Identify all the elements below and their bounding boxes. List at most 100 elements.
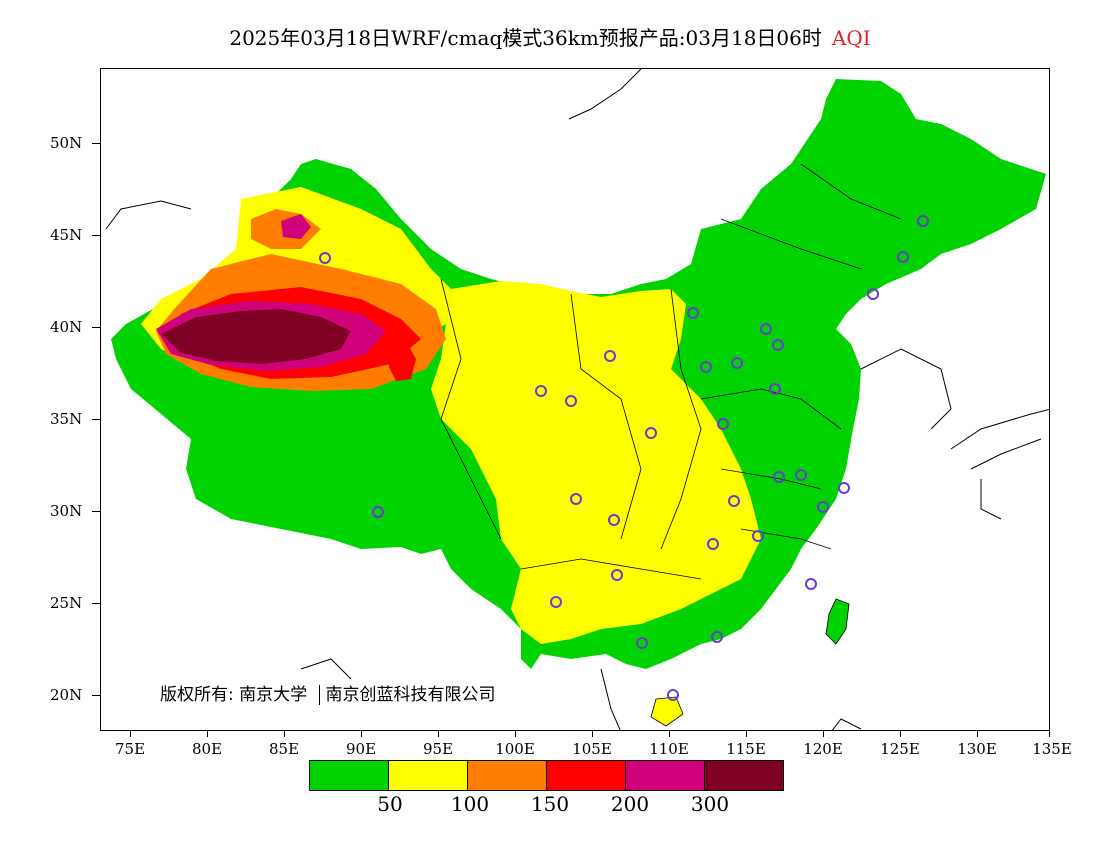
aqi-zone-hazardous — [161, 309, 351, 364]
station-marker[interactable] — [769, 383, 781, 395]
station-marker[interactable] — [773, 471, 785, 483]
title-variable: AQI — [831, 26, 871, 50]
station-marker[interactable] — [805, 578, 817, 590]
x-tick — [361, 731, 362, 737]
station-marker[interactable] — [700, 361, 712, 373]
station-marker[interactable] — [535, 385, 547, 397]
title-main: 2025年03月18日WRF/cmaq模式36km预报产品:03月18日06时 — [229, 26, 822, 50]
y-tick — [92, 235, 100, 236]
station-marker[interactable] — [667, 689, 679, 701]
station-marker[interactable] — [636, 637, 648, 649]
y-axis-label: 30N — [50, 502, 83, 520]
station-marker[interactable] — [760, 323, 772, 335]
station-marker[interactable] — [717, 418, 729, 430]
coastline-outline — [105, 69, 1049, 730]
x-tick — [515, 731, 516, 737]
station-marker[interactable] — [687, 307, 699, 319]
x-axis-label: 125E — [880, 740, 920, 758]
x-axis-label: 95E — [422, 740, 454, 758]
station-marker[interactable] — [772, 339, 784, 351]
station-marker[interactable] — [319, 252, 331, 264]
x-tick — [669, 731, 670, 737]
station-markers — [319, 215, 929, 701]
y-tick — [92, 419, 100, 420]
station-marker[interactable] — [565, 395, 577, 407]
copyright-notice: 版权所有: 南京大学 南京创蓝科技有限公司 — [160, 680, 496, 705]
copyright-prefix: 版权所有: — [160, 685, 234, 705]
y-tick — [92, 695, 100, 696]
legend-label: 300 — [690, 792, 730, 816]
station-marker[interactable] — [795, 469, 807, 481]
x-axis-label: 80E — [191, 740, 223, 758]
station-marker[interactable] — [867, 288, 879, 300]
x-tick — [592, 731, 593, 737]
y-tick — [92, 511, 100, 512]
station-marker[interactable] — [707, 538, 719, 550]
station-marker[interactable] — [711, 631, 723, 643]
station-marker[interactable] — [372, 506, 384, 518]
station-marker[interactable] — [838, 482, 850, 494]
x-axis-label: 100E — [495, 740, 535, 758]
x-tick — [1049, 731, 1050, 737]
map-panel — [100, 68, 1050, 731]
legend-swatch-very-unhealthy — [625, 760, 705, 791]
x-axis-label: 75E — [114, 740, 146, 758]
legend-label: 100 — [450, 792, 490, 816]
legend-label: 50 — [377, 792, 403, 816]
y-axis-label: 20N — [50, 686, 83, 704]
aqi-zone-moderate-central — [431, 281, 761, 644]
legend-swatch-moderate — [388, 760, 468, 791]
y-axis-label: 40N — [50, 318, 83, 336]
aqi-zone-moderate-north — [621, 304, 681, 369]
x-tick — [746, 731, 747, 737]
y-axis-label: 45N — [50, 226, 83, 244]
taiwan-island — [825, 598, 850, 645]
station-marker[interactable] — [917, 215, 929, 227]
x-axis-label: 120E — [803, 740, 843, 758]
x-tick — [900, 731, 901, 737]
monitoring-stations — [319, 215, 929, 701]
station-marker[interactable] — [731, 357, 743, 369]
station-marker[interactable] — [570, 493, 582, 505]
copyright-org-company: 南京创蓝科技有限公司 — [325, 685, 496, 705]
hainan-island — [650, 696, 684, 727]
station-marker[interactable] — [611, 569, 623, 581]
y-tick — [92, 603, 100, 604]
station-marker[interactable] — [897, 251, 909, 263]
y-tick — [92, 143, 100, 144]
y-axis-label: 35N — [50, 410, 83, 428]
map-title: 2025年03月18日WRF/cmaq模式36km预报产品:03月18日06时 A… — [0, 22, 1100, 51]
aqi-legend — [309, 760, 784, 791]
legend-swatch-good — [309, 760, 389, 791]
x-axis-label: 105E — [572, 740, 612, 758]
station-marker[interactable] — [550, 596, 562, 608]
station-marker[interactable] — [728, 495, 740, 507]
x-axis-label: 90E — [345, 740, 377, 758]
station-marker[interactable] — [608, 514, 620, 526]
y-axis-label: 50N — [50, 134, 83, 152]
y-tick — [92, 327, 100, 328]
x-axis-label: 135E — [1032, 740, 1072, 758]
y-axis-label: 25N — [50, 594, 83, 612]
x-tick — [284, 731, 285, 737]
x-tick — [438, 731, 439, 737]
x-tick — [823, 731, 824, 737]
x-tick — [207, 731, 208, 737]
station-marker[interactable] — [604, 350, 616, 362]
legend-label: 150 — [530, 792, 570, 816]
legend-swatch-sensitive — [467, 760, 547, 791]
station-marker[interactable] — [645, 427, 657, 439]
legend-swatch-hazardous — [704, 760, 784, 791]
aqi-zone-very-unhealthy-north — [281, 214, 311, 239]
aqi-map — [105, 69, 1049, 730]
legend-swatch-unhealthy — [546, 760, 626, 791]
x-tick — [977, 731, 978, 737]
station-marker[interactable] — [752, 530, 764, 542]
copyright-org-nju: 南京大学 — [239, 685, 308, 705]
x-axis-label: 85E — [268, 740, 300, 758]
x-axis-label: 130E — [957, 740, 997, 758]
aqi-zone-unhealthy-east — [389, 341, 416, 381]
x-axis-label: 115E — [726, 740, 766, 758]
station-marker[interactable] — [817, 501, 829, 513]
x-axis-label: 110E — [649, 740, 689, 758]
